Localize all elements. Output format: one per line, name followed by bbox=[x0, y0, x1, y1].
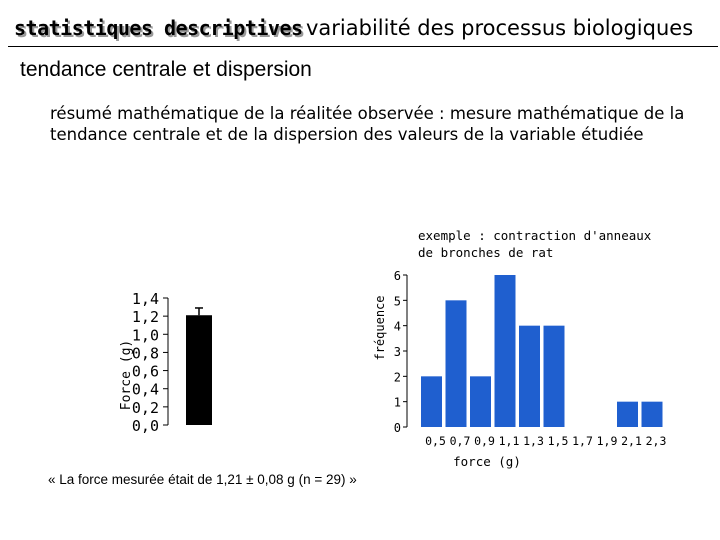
right-x-tick-label: 0,7 bbox=[450, 434, 471, 448]
right-y-tick-label: 1 bbox=[394, 396, 401, 410]
right-x-tick-label: 0,5 bbox=[425, 434, 446, 448]
histogram-bar bbox=[470, 376, 491, 427]
slide-subtitle: variabilité des processus biologiques bbox=[306, 16, 694, 40]
section-title: tendance centrale et dispersion bbox=[20, 58, 312, 81]
slide-header: statistiques descriptives variabilité de… bbox=[14, 14, 714, 46]
right-y-tick-label: 5 bbox=[394, 294, 401, 308]
right-y-tick-label: 2 bbox=[394, 370, 401, 384]
right-x-tick-label: 0,9 bbox=[474, 434, 495, 448]
left-y-tick-label: 0,6 bbox=[132, 363, 159, 381]
right-x-tick-label: 2,3 bbox=[646, 434, 667, 448]
histogram-bar bbox=[445, 300, 467, 427]
example-line-2: de bronches de rat bbox=[418, 245, 554, 260]
right-x-tick-label: 1,7 bbox=[572, 434, 593, 448]
histogram-bar bbox=[617, 401, 638, 427]
result-quote: « La force mesurée était de 1,21 ± 0,08 … bbox=[48, 472, 357, 487]
left-y-tick-label: 0,8 bbox=[132, 344, 159, 362]
histogram-bar bbox=[543, 325, 565, 427]
slide-title: statistiques descriptives bbox=[14, 16, 303, 40]
right-y-tick-label: 3 bbox=[394, 345, 401, 359]
right-y-tick-label: 0 bbox=[394, 421, 401, 435]
example-line-1: exemple : contraction d'anneaux bbox=[418, 228, 652, 243]
right-x-tick-label: 1,9 bbox=[597, 434, 618, 448]
right-x-tick-label: 1,5 bbox=[548, 434, 569, 448]
histogram-bar bbox=[421, 376, 442, 427]
definition-paragraph: résumé mathématique de la réalitée obser… bbox=[50, 104, 685, 144]
right-y-tick-label: 6 bbox=[394, 269, 401, 283]
left-y-tick-label: 1,4 bbox=[132, 290, 159, 308]
header-rule bbox=[8, 46, 718, 47]
right-x-axis-label: force (g) bbox=[453, 454, 521, 469]
right-x-tick-label: 1,3 bbox=[523, 434, 544, 448]
right-y-tick-label: 4 bbox=[394, 320, 401, 334]
left-y-tick-label: 1,2 bbox=[132, 308, 159, 326]
histogram-bar bbox=[494, 275, 516, 427]
histogram-bar bbox=[519, 325, 540, 427]
right-x-tick-label: 1,1 bbox=[499, 434, 520, 448]
example-caption: exemple : contraction d'anneaux de bronc… bbox=[418, 227, 651, 261]
histogram-bar bbox=[641, 401, 663, 427]
force-bar bbox=[186, 315, 212, 425]
right-x-tick-label: 2,1 bbox=[621, 434, 642, 448]
left-y-tick-label: 0,0 bbox=[132, 417, 159, 435]
left-y-tick-label: 0,2 bbox=[132, 399, 159, 417]
left-y-axis-label: Force (g) bbox=[119, 340, 134, 410]
right-y-axis-label: fréquence bbox=[373, 295, 387, 360]
left-y-tick-label: 0,4 bbox=[132, 381, 159, 399]
left-y-tick-label: 1,0 bbox=[132, 326, 159, 344]
